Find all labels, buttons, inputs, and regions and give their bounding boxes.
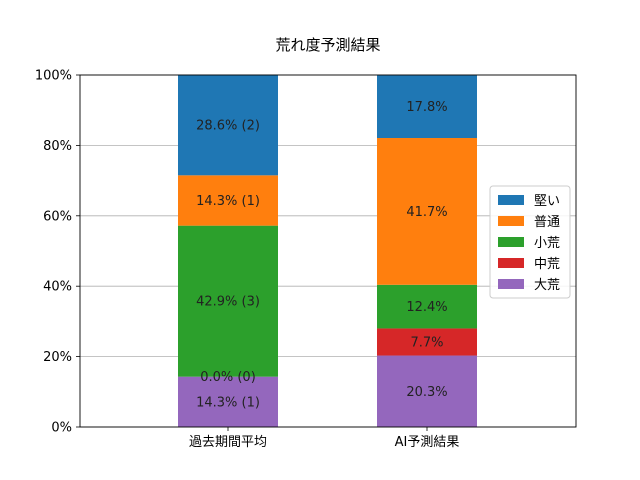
- bar-segment: [377, 355, 477, 427]
- data-label: 14.3% (1): [196, 194, 260, 209]
- bar-segment: [377, 284, 477, 329]
- legend-label: 中荒: [534, 257, 560, 272]
- y-tick-label: 0%: [51, 421, 72, 436]
- x-tick-label: 過去期間平均: [189, 435, 267, 450]
- data-label: 42.9% (3): [196, 295, 260, 310]
- legend-swatch: [498, 237, 524, 247]
- y-tick-label: 20%: [43, 350, 72, 365]
- y-tick-label: 60%: [43, 209, 72, 224]
- y-tick-label: 100%: [35, 69, 72, 84]
- bar-layer: [178, 74, 477, 427]
- data-label: 7.7%: [410, 335, 443, 350]
- legend-swatch: [498, 279, 524, 289]
- legend-label: 堅い: [534, 194, 560, 209]
- legend-box: [489, 185, 571, 299]
- bar-segment: [178, 74, 278, 176]
- plot-frame: [79, 74, 577, 428]
- legend-swatch: [498, 195, 524, 205]
- data-label: 0.0% (0): [200, 370, 256, 385]
- y-tick-label: 40%: [43, 280, 72, 295]
- bar-segment: [377, 138, 477, 285]
- label-layer: 14.3% (1) 0.0% (0) 42.9% (3) 14.3% (1) 28.6%…: [196, 100, 448, 410]
- legend-swatch: [498, 216, 524, 226]
- bar-segment: [377, 328, 477, 356]
- bar-segment: [377, 75, 477, 139]
- legend-swatch: [498, 258, 524, 268]
- data-label: 14.3% (1): [196, 395, 260, 410]
- legend-label: 普通: [534, 215, 560, 230]
- bar-segment: [178, 175, 278, 226]
- data-label: 12.4%: [406, 300, 447, 315]
- axis-layer: 0% 20% 40% 60% 80% 100% 過去期間平均 AI予測結果: [35, 69, 577, 450]
- legend-label: 小荒: [534, 236, 560, 251]
- data-label: 41.7%: [406, 205, 447, 220]
- x-tick-label: AI予測結果: [395, 435, 460, 450]
- data-label: 17.8%: [406, 100, 447, 115]
- legend-label: 大荒: [534, 278, 560, 293]
- chart-title: 荒れ度予測結果: [275, 36, 380, 54]
- bar-segment: [178, 376, 278, 427]
- data-label: 28.6% (2): [196, 118, 260, 133]
- data-label: 20.3%: [406, 385, 447, 400]
- bar-segment: [178, 225, 278, 377]
- y-tick-label: 80%: [43, 139, 72, 154]
